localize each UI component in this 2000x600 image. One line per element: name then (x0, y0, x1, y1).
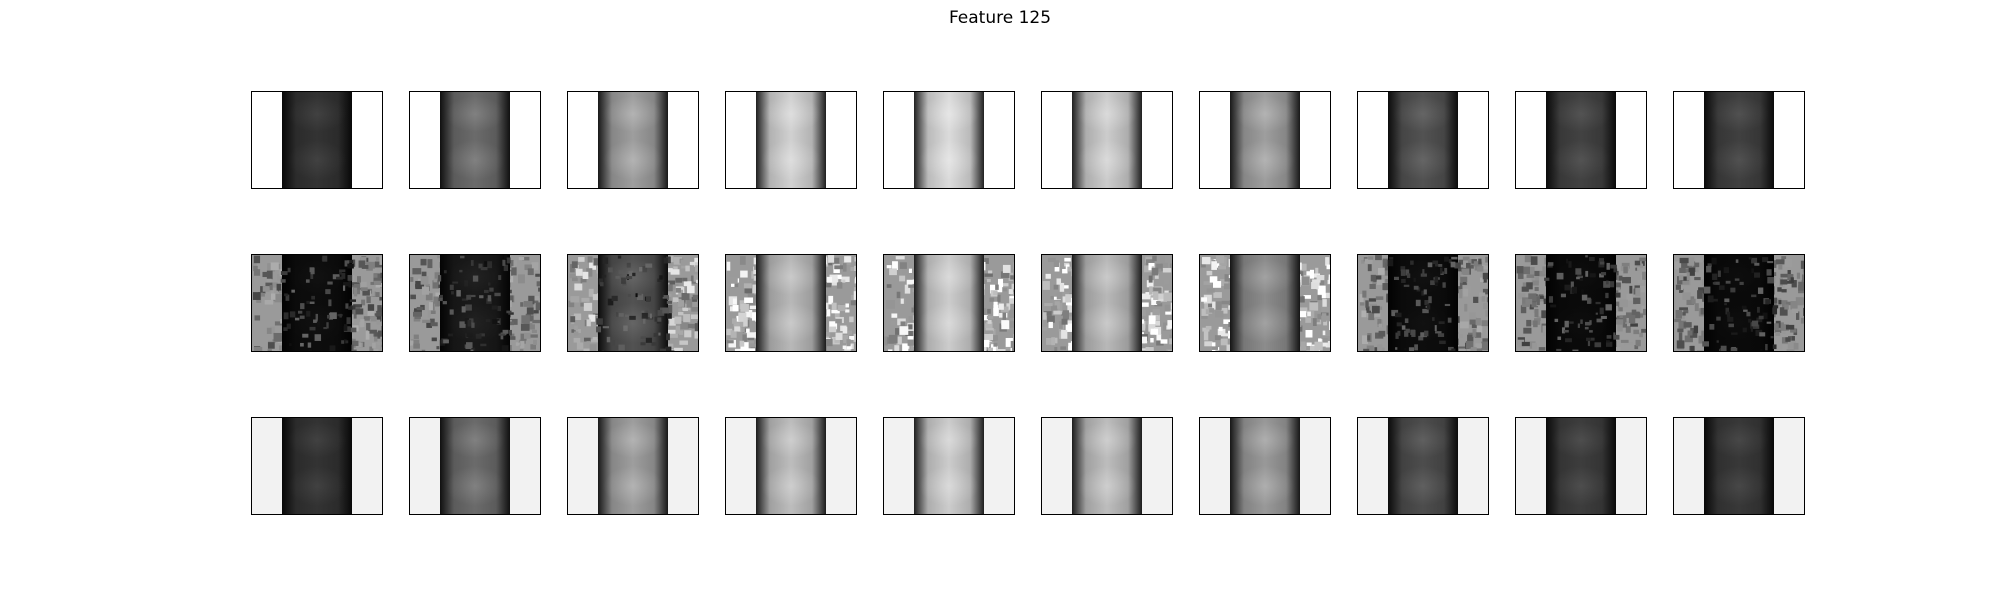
panel-highlight (287, 303, 347, 343)
panel-highlight (1709, 303, 1769, 343)
panel-highlight (1709, 466, 1769, 506)
feature-map-panel (251, 254, 383, 352)
panel-highlight (1235, 96, 1295, 132)
panel-highlight (1393, 466, 1453, 506)
panel-highlight (1235, 259, 1295, 295)
panel-highlight (445, 140, 505, 180)
panel-highlight (603, 140, 663, 180)
panel-highlight (761, 303, 821, 343)
panel-highlight (1235, 140, 1295, 180)
feature-map-panel (409, 91, 541, 189)
panel-highlight (919, 466, 979, 506)
panel-highlight (1077, 303, 1137, 343)
panel-highlight (1551, 259, 1611, 295)
panel-highlight (1551, 422, 1611, 458)
feature-map-panel (725, 91, 857, 189)
panel-highlight (1551, 303, 1611, 343)
feature-map-panel (1041, 91, 1173, 189)
panel-highlight (761, 259, 821, 295)
feature-map-panel (251, 417, 383, 515)
feature-map-panel (1357, 91, 1489, 189)
feature-map-panel (1673, 91, 1805, 189)
panel-highlight (1709, 96, 1769, 132)
panel-highlight (603, 96, 663, 132)
panel-highlight (287, 422, 347, 458)
feature-map-panel (1673, 254, 1805, 352)
panel-highlight (603, 303, 663, 343)
panel-highlight (287, 259, 347, 295)
panel-highlight (1077, 140, 1137, 180)
feature-map-panel (409, 417, 541, 515)
panel-highlight (1709, 259, 1769, 295)
feature-map-panel (1357, 254, 1489, 352)
panel-highlight (1393, 140, 1453, 180)
panel-highlight (761, 422, 821, 458)
panel-highlight (1393, 422, 1453, 458)
feature-map-panel (1199, 417, 1331, 515)
panel-highlight (1077, 422, 1137, 458)
feature-map-panel (1041, 417, 1173, 515)
feature-map-panel (1515, 417, 1647, 515)
feature-map-panel (883, 91, 1015, 189)
feature-map-panel (1515, 91, 1647, 189)
panel-highlight (1235, 422, 1295, 458)
figure-title: Feature 125 (948, 8, 1052, 28)
feature-map-panel (567, 91, 699, 189)
panel-highlight (1235, 466, 1295, 506)
panel-highlight (445, 96, 505, 132)
feature-map-panel (725, 254, 857, 352)
feature-map-panel (567, 417, 699, 515)
panel-highlight (445, 303, 505, 343)
panel-highlight (1551, 140, 1611, 180)
panel-highlight (1393, 259, 1453, 295)
feature-map-panel (1515, 254, 1647, 352)
panel-highlight (603, 466, 663, 506)
panel-highlight (1551, 96, 1611, 132)
panel-highlight (603, 259, 663, 295)
panel-highlight (1077, 466, 1137, 506)
feature-map-panel (1041, 254, 1173, 352)
panel-highlight (287, 140, 347, 180)
feature-map-panel (1673, 417, 1805, 515)
panel-highlight (1709, 140, 1769, 180)
panel-highlight (919, 259, 979, 295)
panel-highlight (1235, 303, 1295, 343)
panel-highlight (1393, 96, 1453, 132)
feature-map-panel (567, 254, 699, 352)
panel-highlight (1551, 466, 1611, 506)
panel-highlight (1393, 303, 1453, 343)
panel-highlight (761, 96, 821, 132)
panel-highlight (445, 259, 505, 295)
panel-highlight (919, 96, 979, 132)
feature-map-panel (409, 254, 541, 352)
feature-map-panel (725, 417, 857, 515)
panel-highlight (1077, 96, 1137, 132)
feature-map-panel (1199, 91, 1331, 189)
feature-map-panel (883, 254, 1015, 352)
feature-map-panel (1357, 417, 1489, 515)
feature-map-panel (1199, 254, 1331, 352)
panel-highlight (919, 140, 979, 180)
feature-map-panel (883, 417, 1015, 515)
panel-highlight (287, 466, 347, 506)
panel-highlight (445, 466, 505, 506)
panel-highlight (287, 96, 347, 132)
panel-highlight (919, 303, 979, 343)
panel-highlight (919, 422, 979, 458)
feature-map-panel (251, 91, 383, 189)
panel-highlight (761, 466, 821, 506)
panel-highlight (1077, 259, 1137, 295)
panel-highlight (445, 422, 505, 458)
panel-highlight (761, 140, 821, 180)
panel-highlight (1709, 422, 1769, 458)
panel-highlight (603, 422, 663, 458)
